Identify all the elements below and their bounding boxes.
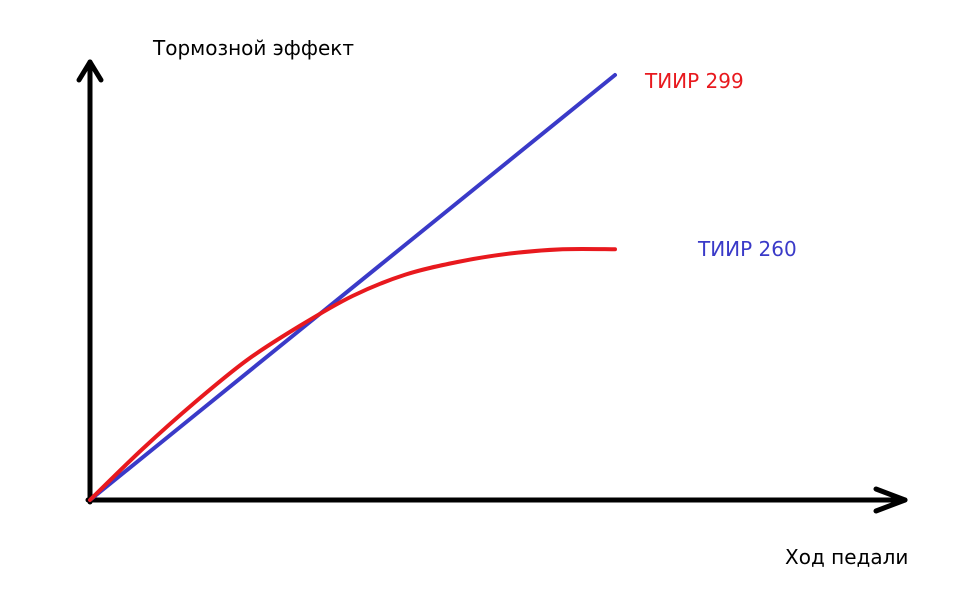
series-line-tiir-299 xyxy=(88,73,617,502)
y-axis-label: Тормозной эффект xyxy=(152,36,354,60)
y-axis-arrow xyxy=(76,59,104,83)
x-axis-label: Ход педали xyxy=(785,545,908,569)
series-label-tiir-299: ТИИР 299 xyxy=(644,69,744,93)
series-label-tiir-260: ТИИР 260 xyxy=(697,237,797,261)
series-line-tiir-260 xyxy=(88,246,617,502)
x-axis-arrow xyxy=(873,486,908,514)
